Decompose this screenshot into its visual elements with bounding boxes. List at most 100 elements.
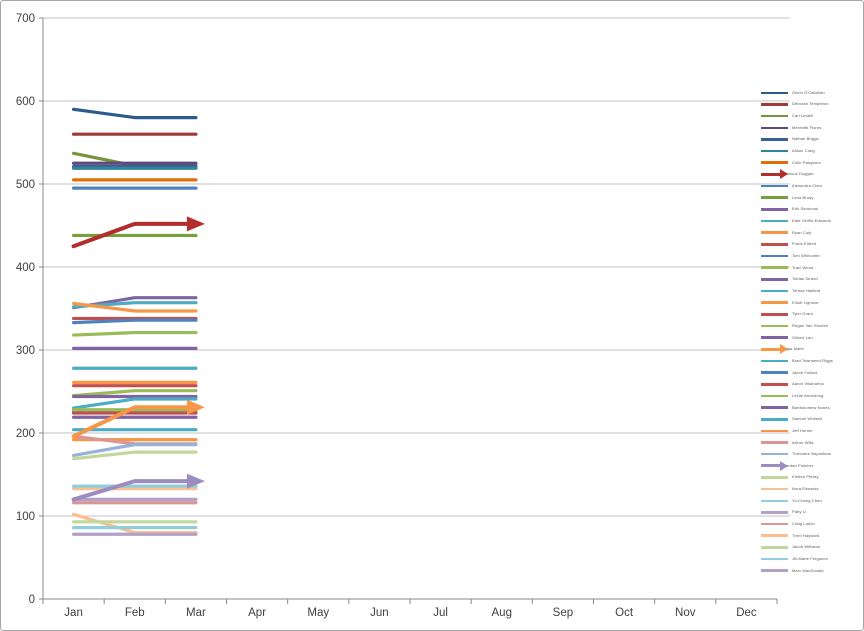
legend-item[interactable]: Jill-Marie Ferguson	[761, 553, 861, 565]
legend-line-marker	[761, 371, 788, 374]
legend-item[interactable]: Nathan Briggs	[761, 134, 861, 146]
legend-item[interactable]: Kirsten Plessy	[761, 472, 861, 484]
series-line-ryan-culp[interactable]	[71, 301, 198, 313]
legend-arrow-marker	[761, 172, 780, 176]
legend-line-marker	[761, 126, 788, 130]
series-line-brad-townsend-riggs[interactable]	[71, 397, 198, 410]
series-line-jordan-fletcher[interactable]	[71, 479, 190, 502]
y-axis-label: 600	[16, 96, 35, 108]
legend-item[interactable]: Colin Pangborn	[761, 157, 861, 169]
x-axis-label: Aug	[492, 607, 512, 619]
legend-line-marker	[761, 336, 788, 339]
legend-item[interactable]: Bartholomew Nunes	[761, 402, 861, 414]
series-line-traci-wood[interactable]	[71, 330, 198, 337]
legend-item[interactable]: Teresa Hatfield	[761, 285, 861, 297]
legend-label: Yu-Cheng Chen	[792, 497, 822, 503]
series-arrowhead[interactable]	[186, 399, 205, 415]
legend-item[interactable]: Traci Wood	[761, 262, 861, 274]
legend-item[interactable]: Craig Larkin	[761, 518, 861, 530]
legend-line-marker	[761, 499, 788, 503]
legend-label: Theodore Napolitano	[792, 451, 832, 457]
legend-item[interactable]: Carl Lindell	[761, 110, 861, 122]
legend-item[interactable]: Tom Whitcomb	[761, 250, 861, 262]
series-arrowhead[interactable]	[186, 473, 205, 489]
series-line-regan-van-slooten[interactable]	[71, 389, 198, 398]
series-arrowhead[interactable]	[186, 216, 205, 232]
series-line-theodore-napolitano[interactable]	[71, 443, 198, 458]
legend-item[interactable]: Theodore Napolitano	[761, 448, 861, 460]
legend-line-marker	[761, 546, 788, 549]
legend-label: Carl Lindell	[792, 113, 814, 119]
legend-item[interactable]: Leslie Armstrong	[761, 390, 861, 402]
legend-item[interactable]: Alexandra Chen	[761, 180, 861, 192]
legend-line-marker	[761, 103, 788, 106]
legend-line-marker	[761, 231, 788, 234]
legend-label: Alison Craig	[792, 148, 815, 154]
legend-item[interactable]: Arturo Wills	[761, 437, 861, 449]
legend-label: Jill-Marie Ferguson	[792, 556, 828, 562]
legend-item[interactable]: Patty Li	[761, 507, 861, 519]
legend-item[interactable]: Jeff Horner	[761, 425, 861, 437]
legend-item[interactable]: Nora Edwards	[761, 483, 861, 495]
legend-label: Alexandra Chen	[792, 183, 823, 189]
legend-label: Patty Li	[792, 509, 807, 515]
legend-item[interactable]: Frank Eldred	[761, 239, 861, 251]
legend-item[interactable]: Brad Townsend-Riggs	[761, 355, 861, 367]
legend-line-marker	[761, 219, 788, 223]
legend-item[interactable]: Samuel Whitsell	[761, 413, 861, 425]
series-line-trent-hayward[interactable]	[71, 512, 198, 535]
legend-label: Gavin O'Callahan	[792, 89, 825, 95]
legend-item[interactable]: Alison Craig	[761, 145, 861, 157]
legend-item[interactable]: Gilbert Lau	[761, 332, 861, 344]
legend-item[interactable]: Meredith Flores	[761, 122, 861, 134]
legend-item[interactable]: Tyler Grant	[761, 308, 861, 320]
legend-item[interactable]: Trent Hayward	[761, 530, 861, 542]
series-line-gavin-o-callahan[interactable]	[71, 107, 198, 120]
legend-item[interactable]: Deborah Templeton	[761, 99, 861, 111]
legend-label: Nora Edwards	[792, 486, 819, 492]
legend-label: Deborah Templeton	[792, 101, 829, 107]
legend-label: Jeff Horner	[792, 427, 813, 433]
x-axis-label: Apr	[248, 607, 266, 619]
legend-line-marker	[761, 452, 788, 456]
legend-item[interactable]: Aaron Villanueva	[761, 378, 861, 390]
legend-line-marker	[761, 569, 788, 573]
legend-item[interactable]: Lena Brody	[761, 192, 861, 204]
legend-item[interactable]: Regan Van Slooten	[761, 320, 861, 332]
series-line-lara-maier[interactable]	[71, 405, 190, 439]
legend-label: Jacob Williams	[792, 544, 821, 550]
legend-item[interactable]: Jacob Williams	[761, 542, 861, 554]
legend-item[interactable]: Gavin O'Callahan	[761, 87, 861, 99]
legend-item[interactable]: Lara Maier	[761, 343, 861, 355]
series-line-kirsten-plessy[interactable]	[71, 450, 198, 461]
legend-line-marker	[761, 522, 788, 526]
legend-item[interactable]: Marc MacDonald	[761, 565, 861, 577]
legend-label: Frank Eldred	[792, 241, 817, 247]
legend-line-marker	[761, 254, 788, 258]
legend-label: Leslie Armstrong	[792, 392, 824, 398]
legend-item[interactable]: Kate Griffin-Edwards	[761, 215, 861, 227]
legend-label: Elliott Lightner	[792, 299, 819, 305]
legend-item[interactable]: Yu-Cheng Chen	[761, 495, 861, 507]
legend-item[interactable]: Jacob Fullard	[761, 367, 861, 379]
legend-label: Gilbert Lau	[792, 334, 813, 340]
legend-item[interactable]: Elliott Lightner	[761, 297, 861, 309]
y-axis-label: 400	[16, 262, 35, 274]
legend-line-marker	[761, 161, 788, 165]
legend-line-marker	[761, 289, 788, 293]
legend-item[interactable]: Marcus Duggan	[761, 169, 861, 181]
x-axis-label: Feb	[125, 607, 145, 619]
legend-item[interactable]: Tobias Strand	[761, 274, 861, 286]
series-line-marcus-duggan[interactable]	[71, 221, 190, 249]
legend-label: Brad Townsend-Riggs	[792, 357, 833, 363]
legend-item[interactable]: Jordan Fletcher	[761, 460, 861, 472]
legend-label: Trent Hayward	[792, 532, 820, 538]
legend-line-marker	[761, 149, 788, 153]
series-line-tom-whitcomb[interactable]	[71, 318, 198, 325]
y-axis-label: 0	[29, 594, 35, 606]
legend-label: Craig Larkin	[792, 521, 815, 527]
legend-item[interactable]: Ryan Culp	[761, 227, 861, 239]
legend-item[interactable]: Erik Sandoval	[761, 204, 861, 216]
